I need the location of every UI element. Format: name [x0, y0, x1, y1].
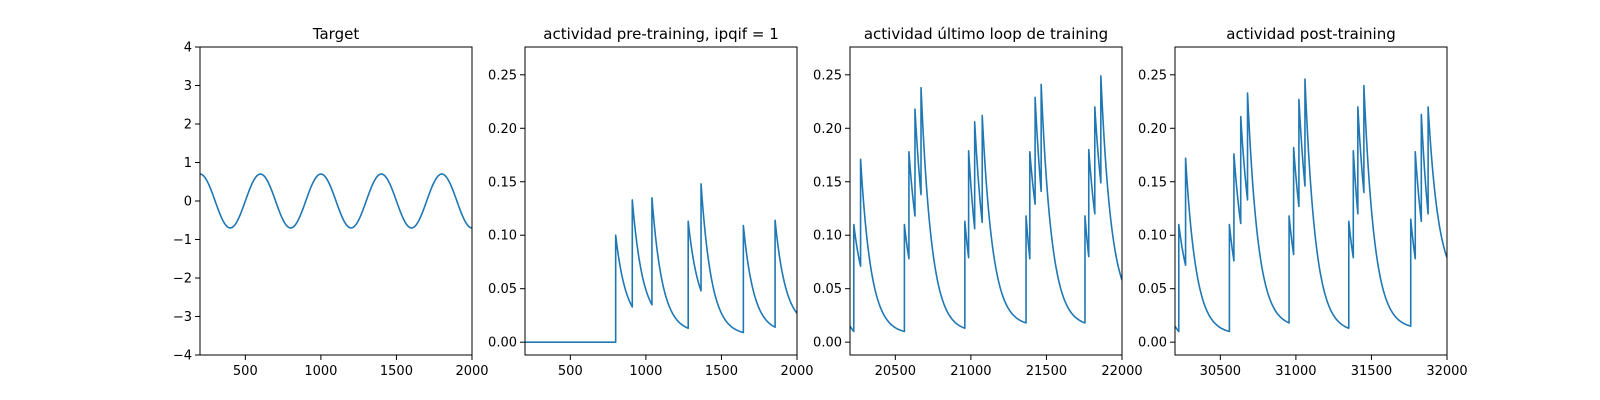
- axes-frame: [849, 46, 1123, 356]
- y-tick-label: −3: [173, 310, 192, 325]
- y-tick-label: 0.20: [1138, 122, 1167, 137]
- x-tick-label: 1000: [629, 364, 662, 379]
- subplot-title: Target: [312, 25, 360, 43]
- y-tick-label: 0.00: [488, 336, 517, 351]
- subplot-pre-training: actividad pre-training, ipqif = 1 500 100…: [488, 25, 814, 379]
- x-tick-label: 30500: [1200, 364, 1241, 379]
- x-tick-label: 21000: [950, 364, 991, 379]
- y-tick-label: 0.15: [1138, 175, 1167, 190]
- y-tick-label: 0.10: [813, 229, 842, 244]
- y-tick-label: 0.25: [813, 68, 842, 83]
- series-line: [525, 183, 797, 343]
- y-tick-label: 0.05: [488, 282, 517, 297]
- y-tick-label: −2: [173, 272, 192, 287]
- series-line: [200, 173, 472, 229]
- y-tick-label: −4: [173, 349, 192, 364]
- y-tick-label: 4: [184, 41, 192, 56]
- x-tick-label: 1500: [705, 364, 738, 379]
- y-tick-label: −1: [173, 233, 192, 248]
- series-line: [850, 75, 1122, 333]
- subplot-post-training: actividad post-training 30500 31000 31500 3…: [1138, 25, 1468, 379]
- y-tick-label: 0.15: [488, 175, 517, 190]
- x-tick-label: 22000: [1101, 364, 1142, 379]
- x-tick-label: 2000: [455, 364, 488, 379]
- y-tick-label: 0.20: [813, 122, 842, 137]
- y-tick-label: 0.25: [488, 68, 517, 83]
- x-tick-label: 1000: [304, 364, 337, 379]
- y-tick-label: 0.00: [1138, 336, 1167, 351]
- axes-frame: [524, 46, 798, 356]
- x-tick-label: 1500: [380, 364, 413, 379]
- y-tick-label: 0.00: [813, 336, 842, 351]
- series-line: [1175, 78, 1447, 333]
- x-tick-label: 20500: [875, 364, 916, 379]
- x-tick-label: 21500: [1026, 364, 1067, 379]
- axes-frame: [1174, 46, 1448, 356]
- y-tick-label: 0.15: [813, 175, 842, 190]
- y-tick-label: 3: [184, 79, 192, 94]
- x-tick-label: 500: [558, 364, 583, 379]
- subplot-title: actividad pre-training, ipqif = 1: [543, 25, 779, 43]
- x-tick-label: 2000: [780, 364, 813, 379]
- y-tick-label: 0.10: [488, 229, 517, 244]
- y-tick-label: 1: [184, 156, 192, 171]
- y-tick-label: 0.20: [488, 122, 517, 137]
- subplot-last-training-loop: actividad último loop de training 20500 2…: [813, 25, 1143, 379]
- x-tick-label: 31500: [1351, 364, 1392, 379]
- y-tick-label: 0.10: [1138, 229, 1167, 244]
- subplot-title: actividad post-training: [1226, 25, 1395, 43]
- y-tick-label: 0.25: [1138, 68, 1167, 83]
- y-tick-label: 0.05: [1138, 282, 1167, 297]
- y-tick-label: 2: [184, 118, 192, 133]
- subplot-title: actividad último loop de training: [864, 25, 1108, 43]
- subplot-target: Target 500 1000 1500 2000 −4 −3 −2 −1 0 1 2 3 4: [173, 25, 489, 379]
- x-tick-label: 500: [233, 364, 258, 379]
- x-tick-label: 32000: [1426, 364, 1467, 379]
- y-tick-label: 0: [184, 195, 192, 210]
- x-tick-label: 31000: [1275, 364, 1316, 379]
- y-tick-label: 0.05: [813, 282, 842, 297]
